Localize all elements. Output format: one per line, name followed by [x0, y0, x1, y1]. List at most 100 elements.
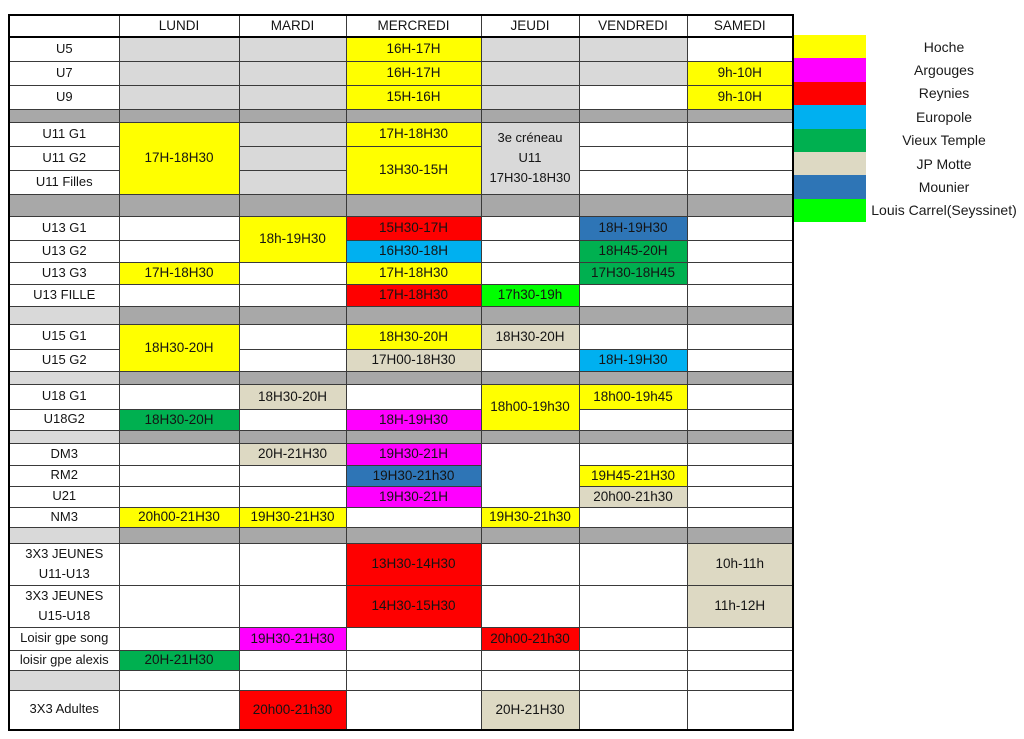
spacer-cell: [8, 108, 120, 123]
spacer-cell: [238, 305, 347, 325]
empty-slot: [686, 283, 794, 307]
cell-3x3j-u11-u13-samedi: 10h-11h: [686, 542, 794, 586]
row-3x3-jeunes-u11-u13: 3X3 JEUNES U11-U13 13H30-14H30 10h-11h: [8, 542, 794, 586]
row-u13-g2: U13 G2 16H30-18H 18H45-20H: [8, 239, 794, 263]
row-label-line: 3X3 JEUNES: [25, 587, 104, 603]
mounier-color-swatch: [794, 175, 866, 199]
cell-u15g2-vendredi: 18H-19H30: [578, 348, 688, 372]
spacer-cell: [686, 526, 794, 544]
row-u13-g1: U13 G1 18h-19H30 15H30-17H 18H-19H30: [8, 215, 794, 263]
empty-slot: [578, 626, 688, 651]
empty-slot: [238, 485, 347, 508]
cell-nm3-lundi: 20h00-21H30: [118, 506, 240, 528]
cell-u13g2-vendredi: 18H45-20H: [578, 239, 688, 263]
empty-slot: [238, 145, 347, 171]
empty-slot: [480, 584, 580, 628]
spacer-cell: [480, 370, 580, 385]
spacer-cell: [686, 193, 794, 217]
empty-slot: [686, 649, 794, 671]
legend-item: Europole: [794, 105, 1022, 129]
legend-label: Reynies: [918, 85, 970, 102]
cell-u11g1-mercredi: 17H-18H30: [345, 121, 482, 147]
corner-cell: [8, 14, 120, 38]
spacer-cell: [345, 526, 482, 544]
empty-slot: [686, 464, 794, 487]
spacer-cell: [686, 370, 794, 385]
cell-adultes-jeudi: 20H-21H30: [480, 689, 580, 731]
empty-slot: [118, 626, 240, 651]
legend-label: Argouges: [914, 62, 974, 79]
row-label-u9: U9: [8, 84, 120, 110]
day-header-samedi: SAMEDI: [686, 14, 794, 38]
empty-slot: [238, 649, 347, 671]
hoche-color-swatch: [794, 35, 866, 59]
spacer-cell: [238, 526, 347, 544]
empty-slot: [118, 464, 240, 487]
row-label-u11-g2: U11 G2: [8, 145, 120, 171]
spacer-cell: [480, 669, 580, 691]
cell-3x3j-u15-u18-samedi: 11h-12H: [686, 584, 794, 628]
empty-slot: [686, 485, 794, 508]
day-header-mercredi: MERCREDI: [345, 14, 482, 38]
row-u21: U21 19H30-21H 20h00-21h30: [8, 485, 794, 508]
empty-slot: [118, 689, 240, 731]
row-label-u11-filles: U11 Filles: [8, 169, 120, 195]
vieux-temple-color-swatch: [794, 128, 866, 152]
empty-slot: [578, 60, 688, 86]
empty-slot: [238, 283, 347, 307]
spacer-cell: [238, 429, 347, 444]
cell-u11-lundi: 17H-18H30: [118, 121, 240, 195]
day-header-lundi: LUNDI: [118, 14, 240, 38]
spacer-cell: [345, 108, 482, 123]
empty-slot: [345, 649, 482, 671]
empty-slot: [578, 283, 688, 307]
empty-slot: [578, 408, 688, 431]
cell-u18-jeudi: 18h00-19h30: [480, 383, 580, 431]
spacer-cell: [118, 669, 240, 691]
empty-slot: [480, 348, 580, 372]
empty-slot: [480, 215, 580, 241]
spacer-cell: [686, 108, 794, 123]
cell-dm3-mercredi: 19H30-21H: [345, 442, 482, 466]
cell-u7-mercredi: 16H-17H: [345, 60, 482, 86]
reynies-color-swatch: [794, 81, 866, 106]
cell-u11-jeudi-line1: 3e créneau: [497, 129, 563, 145]
empty-slot: [578, 442, 688, 466]
spacer-cell: [578, 526, 688, 544]
empty-slot: [686, 36, 794, 62]
argouges-color-swatch: [794, 58, 866, 82]
empty-slot: [686, 261, 794, 285]
empty-slot: [118, 383, 240, 410]
spacer-cell: [118, 193, 240, 217]
empty-slot: [345, 506, 482, 528]
row-label-u13-g1: U13 G1: [8, 215, 120, 241]
empty-slot: [238, 84, 347, 110]
spacer-cell: [345, 370, 482, 385]
cell-u13g3-mercredi: 17H-18H30: [345, 261, 482, 285]
legend-item: Louis Carrel(Seyssinet): [794, 198, 1022, 223]
cell-rm2-vendredi: 19H45-21H30: [578, 464, 688, 487]
empty-slot: [345, 626, 482, 651]
row-label-3x3-jeunes-u15-u18: 3X3 JEUNES U15-U18: [8, 584, 120, 628]
cell-u18g2-lundi: 18H30-20H: [118, 408, 240, 431]
empty-slot: [480, 60, 580, 86]
row-label-rm2: RM2: [8, 464, 120, 487]
cell-u11-jeudi-line3: 17H30-18H30: [489, 170, 571, 186]
empty-slot: [578, 323, 688, 350]
row-label-u11-g1: U11 G1: [8, 121, 120, 147]
empty-slot: [578, 506, 688, 528]
row-label-u7: U7: [8, 60, 120, 86]
row-loisir-gpe-song: Loisir gpe song 19H30-21H30 20h00-21h30: [8, 626, 794, 651]
spacer-cell: [238, 108, 347, 123]
empty-slot: [686, 121, 794, 147]
row-dm3: DM3 20H-21H30 19H30-21H: [8, 442, 794, 508]
spacer-cell: [118, 429, 240, 444]
legend-label: Vieux Temple: [902, 132, 986, 149]
legend-label: Louis Carrel(Seyssinet): [871, 202, 1017, 219]
empty-slot: [238, 348, 347, 372]
cell-u5-mercredi: 16H-17H: [345, 36, 482, 62]
jp-motte-color-swatch: [794, 151, 866, 176]
empty-slot: [686, 145, 794, 171]
empty-slot: [118, 36, 240, 62]
empty-slot: [480, 442, 580, 508]
